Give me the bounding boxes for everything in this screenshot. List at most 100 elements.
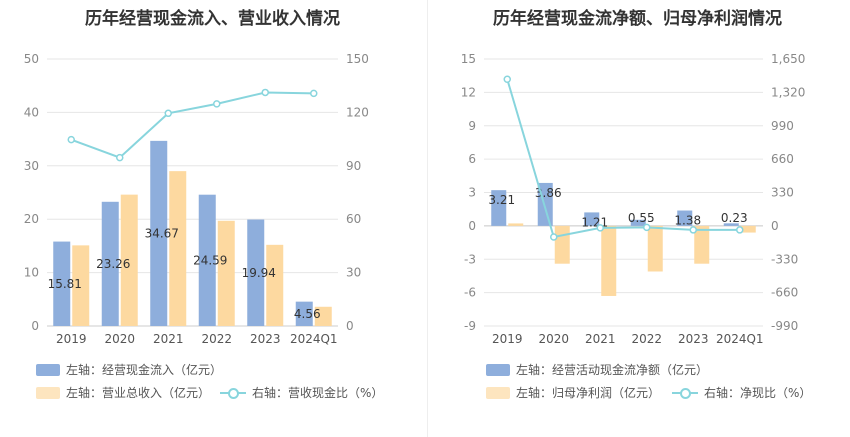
- legend-line-swatch: [672, 387, 698, 399]
- bar-primary: [150, 140, 168, 326]
- legend-swatch: [486, 386, 510, 399]
- legend-item-left-inflow[interactable]: 左轴：经营现金流入（亿元）: [36, 361, 222, 378]
- x-axis-tick-label: 2022: [631, 332, 662, 346]
- bar-secondary: [554, 225, 570, 264]
- bar-primary: [723, 223, 739, 226]
- bar-secondary: [740, 225, 756, 233]
- bar-data-label: 3.21: [488, 193, 515, 207]
- bar-secondary: [694, 225, 710, 264]
- bar-primary: [584, 212, 600, 226]
- bar-primary: [677, 210, 693, 226]
- bar-data-label: 23.26: [96, 257, 130, 271]
- bar-data-label: 4.56: [294, 307, 321, 321]
- right-axis-tick-label: 30: [346, 266, 361, 280]
- left-axis-tick-label: 6: [468, 152, 476, 166]
- ratio-point: [116, 153, 124, 162]
- left-axis-tick-label: -3: [464, 252, 476, 266]
- right-axis-tick-label: -660: [771, 286, 798, 300]
- right-axis-tick-label: -330: [771, 252, 798, 266]
- legend-label: 左轴：营业总收入（亿元）: [66, 386, 211, 400]
- left-axis-tick-label: -9: [464, 319, 476, 333]
- ratio-line: [70, 91, 314, 159]
- bar-secondary: [72, 245, 90, 326]
- x-axis-tick-label: 2024Q1: [290, 332, 338, 346]
- x-axis-tick-label: 2024Q1: [716, 332, 764, 346]
- bar-primary: [198, 194, 216, 326]
- legend-item-right-netcash[interactable]: 左轴：经营活动现金流净额（亿元）: [486, 361, 708, 378]
- x-axis-tick-label: 2019: [56, 332, 87, 346]
- legend-item-left-revenue[interactable]: 左轴：营业总收入（亿元）: [36, 384, 210, 401]
- left-axis-tick-label: 0: [31, 319, 39, 333]
- right-axis-tick-label: 660: [771, 152, 794, 166]
- ratio-line: [506, 78, 740, 239]
- right-axis-tick-label: 0: [771, 219, 779, 233]
- ratio-point: [736, 226, 744, 234]
- left-axis-tick-label: 50: [24, 52, 39, 66]
- ratio-point: [67, 135, 75, 144]
- bar-primary: [630, 219, 646, 226]
- left-axis-tick-label: 10: [24, 266, 39, 280]
- legend-label: 左轴：归母净利润（亿元）: [516, 386, 661, 400]
- x-axis-tick-label: 2021: [585, 332, 616, 346]
- bar-data-label: 34.67: [145, 226, 179, 240]
- legend-swatch: [36, 386, 60, 399]
- bar-secondary: [508, 223, 524, 226]
- bar-secondary: [647, 225, 663, 272]
- x-axis-tick-label: 2020: [104, 332, 135, 346]
- left-axis-tick-label: 30: [24, 159, 39, 173]
- legend-item-left-ratio[interactable]: 右轴：营收现金比（%）: [220, 384, 383, 401]
- legend-item-right-profit[interactable]: 左轴：归母净利润（亿元）: [486, 384, 660, 401]
- bar-secondary: [217, 220, 235, 326]
- bar-primary: [247, 219, 265, 326]
- bar-data-label: 24.59: [193, 253, 227, 267]
- bar-primary: [53, 241, 71, 326]
- bar-secondary: [169, 171, 187, 326]
- legend-line-swatch: [220, 387, 246, 399]
- x-axis-tick-label: 2023: [678, 332, 709, 346]
- ratio-point: [689, 226, 697, 234]
- legend-swatch: [36, 363, 60, 376]
- ratio-point: [596, 224, 604, 232]
- left-axis-tick-label: 15: [461, 52, 476, 66]
- x-axis-tick-label: 2020: [538, 332, 569, 346]
- ratio-point: [164, 109, 172, 118]
- legend-label: 左轴：经营活动现金流净额（亿元）: [516, 363, 709, 377]
- bar-secondary: [601, 225, 617, 296]
- bar-secondary: [266, 244, 284, 326]
- x-axis-tick-label: 2019: [492, 332, 523, 346]
- bar-data-label: 15.81: [48, 277, 82, 291]
- right-axis-tick-label: 1,320: [771, 85, 805, 99]
- right-axis-tick-label: 330: [771, 186, 794, 200]
- bar-data-label: 19.94: [242, 266, 276, 280]
- right-axis-tick-label: 90: [346, 159, 361, 173]
- ratio-point: [550, 233, 558, 241]
- right-axis-tick-label: 60: [346, 212, 361, 226]
- bar-data-label: 0.55: [628, 211, 655, 225]
- right-axis-tick-label: 120: [346, 105, 369, 119]
- right-axis-tick-label: 150: [346, 52, 369, 66]
- bar-primary: [295, 301, 313, 326]
- right-axis-tick-label: 1,650: [771, 52, 805, 66]
- x-axis-tick-label: 2021: [153, 332, 184, 346]
- left-axis-tick-label: 20: [24, 212, 39, 226]
- left-axis-tick-label: 40: [24, 105, 39, 119]
- bar-secondary: [120, 194, 138, 326]
- right-axis-tick-label: 0: [346, 319, 354, 333]
- ratio-point: [310, 89, 318, 98]
- chart-title-right: 历年经营现金流净额、归母净利润情况: [493, 9, 782, 29]
- ratio-point: [213, 100, 221, 108]
- bar-primary: [491, 190, 507, 226]
- x-axis-tick-label: 2022: [201, 332, 232, 346]
- x-axis-tick-label: 2023: [250, 332, 281, 346]
- left-axis-tick-label: 12: [461, 85, 476, 99]
- left-axis-tick-label: -6: [464, 286, 476, 300]
- legend-label: 右轴：营收现金比（%）: [252, 386, 384, 400]
- legend-item-right-ratio[interactable]: 右轴：净现比（%）: [672, 384, 811, 401]
- ratio-point: [643, 223, 651, 232]
- bar-data-label: 0.23: [721, 211, 748, 225]
- ratio-point: [503, 75, 511, 83]
- bar-secondary: [314, 306, 332, 326]
- legend-label: 右轴：净现比（%）: [704, 386, 812, 400]
- left-axis-tick-label: 3: [468, 186, 476, 200]
